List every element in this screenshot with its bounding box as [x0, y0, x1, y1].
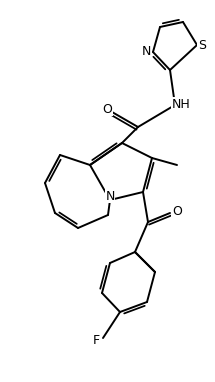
Text: S: S — [198, 39, 206, 52]
Text: N: N — [141, 44, 151, 58]
Text: O: O — [102, 102, 112, 115]
Text: F: F — [92, 333, 100, 346]
Text: O: O — [172, 204, 182, 217]
Text: NH: NH — [172, 97, 190, 110]
Text: N: N — [105, 189, 115, 202]
